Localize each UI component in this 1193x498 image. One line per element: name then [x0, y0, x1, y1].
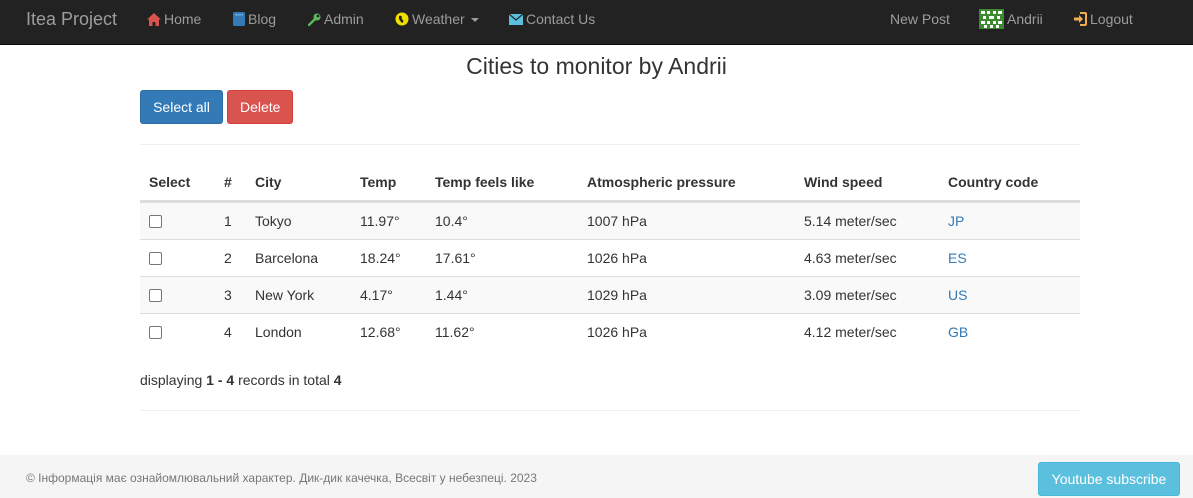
row-temp-feels-like: 17.61°	[435, 250, 476, 266]
summary-prefix: displaying	[140, 372, 203, 388]
header-temp-feels-like: Temp feels like	[435, 174, 535, 190]
row-checkbox[interactable]	[149, 214, 162, 228]
table-row: 4 London 12.68° 11.62° 1026 hPa 4.12 met…	[140, 313, 1080, 350]
logout-icon	[1074, 12, 1087, 27]
table-row: 3 New York 4.17° 1.44° 1029 hPa 3.09 met…	[140, 276, 1080, 313]
row-number: 4	[224, 324, 232, 340]
row-country-code-link[interactable]: ES	[948, 250, 967, 266]
nav-user-label: Andrii	[1007, 11, 1043, 27]
row-pressure: 1026 hPa	[587, 324, 647, 340]
row-number: 3	[224, 287, 232, 303]
row-temp: 4.17°	[360, 287, 393, 303]
footer: © Інформація має ознайомлювальний характ…	[0, 455, 1193, 498]
header-city: City	[255, 174, 282, 190]
row-number: 1	[224, 213, 232, 229]
header-wind-speed: Wind speed	[804, 174, 883, 190]
nav-admin[interactable]: Admin	[308, 0, 364, 40]
row-country-code-link[interactable]: GB	[948, 324, 969, 340]
header-select: Select	[149, 174, 191, 190]
row-temp: 12.68°	[360, 324, 401, 340]
row-temp-feels-like: 1.44°	[435, 287, 468, 303]
header-number: #	[224, 174, 232, 190]
table-row: 2 Barcelona 18.24° 17.61° 1026 hPa 4.63 …	[140, 239, 1080, 276]
summary-total: 4	[333, 372, 342, 388]
divider	[140, 144, 1080, 145]
summary-middle: records in total	[238, 372, 330, 388]
nav-home[interactable]: Home	[147, 0, 201, 40]
row-wind-speed: 3.09 meter/sec	[804, 287, 897, 303]
home-icon	[147, 12, 161, 26]
table-row: 1 Tokyo 11.97° 10.4° 1007 hPa 5.14 meter…	[140, 202, 1080, 239]
nav-weather-dropdown[interactable]: Weather	[395, 0, 479, 40]
header-country-code: Country code	[948, 174, 1039, 190]
row-wind-speed: 5.14 meter/sec	[804, 213, 897, 229]
row-country-code-link[interactable]: JP	[948, 213, 965, 229]
nav-logout-label: Logout	[1090, 11, 1133, 27]
delete-button[interactable]: Delete	[227, 90, 293, 124]
nav-new-post[interactable]: New Post	[890, 11, 950, 27]
nav-blog[interactable]: Blog	[233, 0, 276, 40]
select-all-button[interactable]: Select all	[140, 90, 223, 124]
youtube-subscribe-button[interactable]: Youtube subscribe	[1038, 462, 1180, 496]
row-city: New York	[255, 287, 315, 303]
row-temp-feels-like: 10.4°	[435, 213, 468, 229]
globe-icon	[395, 12, 409, 26]
footer-text: © Інформація має ознайомлювальний характ…	[26, 471, 537, 485]
summary-range: 1 - 4	[206, 372, 235, 388]
row-select-cell	[149, 314, 162, 350]
divider	[140, 410, 1080, 411]
row-select-cell	[149, 203, 162, 239]
row-country-code-link[interactable]: US	[948, 287, 968, 303]
nav-blog-label: Blog	[248, 11, 277, 27]
row-pressure: 1026 hPa	[587, 250, 647, 266]
top-navbar: Itea Project Home Blog Admin Weather Con…	[0, 0, 1193, 45]
row-wind-speed: 4.63 meter/sec	[804, 250, 897, 266]
row-checkbox[interactable]	[149, 288, 162, 302]
row-checkbox[interactable]	[149, 325, 162, 339]
book-icon	[233, 12, 245, 27]
chevron-down-icon	[470, 18, 479, 23]
row-number: 2	[224, 250, 232, 266]
nav-logout[interactable]: Logout	[1073, 0, 1133, 40]
row-temp-feels-like: 11.62°	[435, 324, 475, 340]
row-select-cell	[149, 277, 162, 313]
brand-link[interactable]: Itea Project	[26, 9, 118, 29]
records-summary: displaying 1 - 4 records in total 4	[140, 372, 342, 388]
nav-admin-label: Admin	[324, 11, 364, 27]
row-pressure: 1007 hPa	[587, 213, 647, 229]
cities-table: Select # City Temp Temp feels like Atmos…	[140, 164, 1080, 350]
envelope-icon	[509, 13, 523, 25]
nav-user[interactable]: Andrii	[979, 0, 1043, 40]
avatar	[979, 9, 1004, 30]
wrench-icon	[308, 13, 321, 26]
header-temp: Temp	[360, 174, 397, 190]
nav-weather-label: Weather	[412, 11, 465, 27]
row-select-cell	[149, 240, 162, 276]
row-city: Tokyo	[255, 213, 292, 229]
row-city: London	[255, 324, 302, 340]
row-pressure: 1029 hPa	[587, 287, 647, 303]
page-title: Cities to monitor by Andrii	[466, 53, 727, 79]
row-checkbox[interactable]	[149, 251, 162, 265]
table-header: Select # City Temp Temp feels like Atmos…	[140, 164, 1080, 202]
row-temp: 11.97°	[360, 213, 400, 229]
nav-home-label: Home	[164, 11, 202, 27]
nav-contact[interactable]: Contact Us	[509, 0, 595, 40]
header-pressure: Atmospheric pressure	[587, 174, 736, 190]
row-wind-speed: 4.12 meter/sec	[804, 324, 897, 340]
row-temp: 18.24°	[360, 250, 401, 266]
row-city: Barcelona	[255, 250, 319, 266]
nav-contact-label: Contact Us	[526, 11, 596, 27]
